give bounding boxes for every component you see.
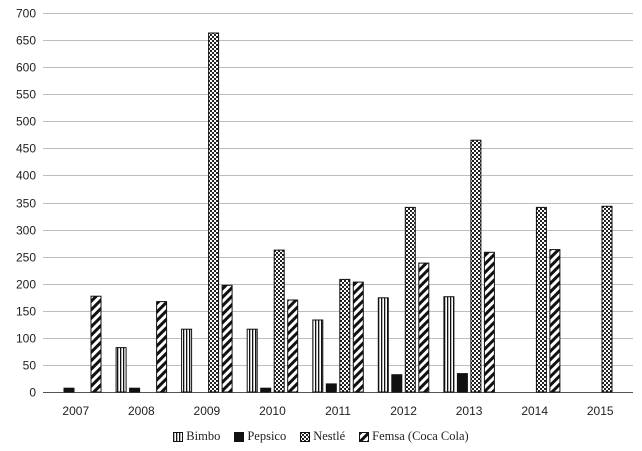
bar-pepsico-2008: [129, 387, 141, 393]
y-axis: 0 50 100 150 200 250 300 350 400 450 500 550 600 650 7…: [16, 7, 36, 400]
x-tick-label: 2009: [194, 404, 221, 418]
bar-nestl-2014: [535, 206, 547, 393]
legend-swatch-vertical-lines: [173, 431, 184, 442]
x-tick-label: 2015: [587, 404, 614, 418]
x-tick-label: 2012: [390, 404, 417, 418]
y-tick-label: 50: [23, 359, 37, 373]
legend-label: Bimbo: [186, 429, 221, 443]
x-tick-label: 2008: [128, 404, 155, 418]
bars: [63, 32, 613, 393]
legend-label: Pepsico: [247, 429, 287, 443]
y-tick-label: 250: [16, 251, 36, 265]
legend: Bimbo Pepsico Nestlé Femsa (Coca Cola): [0, 429, 642, 444]
legend-swatch-solid: [234, 431, 245, 442]
bar-pepsico-2013: [456, 373, 468, 393]
y-tick-label: 550: [16, 88, 36, 102]
bar-bimbo-2008: [115, 347, 127, 393]
x-tick-label: 2007: [62, 404, 89, 418]
bar-bimbo-2009: [181, 328, 193, 393]
bar-femsa-coca-cola-2013: [483, 251, 495, 393]
y-tick-label: 450: [16, 142, 36, 156]
bar-bimbo-2010: [246, 328, 258, 393]
x-tick-label: 2013: [456, 404, 483, 418]
legend-swatch-diagonal-stripes: [359, 431, 370, 442]
legend-item-nestle: Nestlé: [300, 429, 345, 444]
legend-item-bimbo: Bimbo: [173, 429, 220, 444]
bar-femsa-coca-cola-2008: [156, 301, 168, 393]
y-tick-label: 700: [16, 7, 36, 21]
y-tick-label: 400: [16, 169, 36, 183]
bar-nestl-2015: [601, 205, 613, 393]
legend-label: Nestlé: [313, 429, 346, 443]
bar-pepsico-2011: [325, 383, 337, 393]
x-tick-label: 2011: [325, 404, 351, 418]
bar-pepsico-2012: [391, 374, 403, 393]
y-tick-label: 150: [16, 305, 36, 319]
legend-item-femsa: Femsa (Coca Cola): [359, 429, 469, 444]
bar-bimbo-2011: [312, 319, 324, 393]
x-axis: 2007 2008 2009 2010 2011 2012 2013 2014 2015: [62, 404, 613, 418]
x-tick-label: 2014: [521, 404, 548, 418]
bar-bimbo-2013: [443, 296, 455, 393]
bar-pepsico-2010: [260, 387, 272, 393]
y-tick-label: 300: [16, 224, 36, 238]
y-tick-label: 600: [16, 61, 36, 75]
legend-label: Femsa (Coca Cola): [372, 429, 469, 443]
y-tick-label: 0: [29, 386, 36, 400]
x-tick-label: 2010: [259, 404, 286, 418]
y-tick-label: 100: [16, 332, 36, 346]
legend-swatch-checker: [300, 431, 311, 442]
legend-item-pepsico: Pepsico: [234, 429, 286, 444]
y-tick-label: 200: [16, 278, 36, 292]
bar-pepsico-2007: [63, 387, 75, 393]
y-tick-label: 500: [16, 115, 36, 129]
bar-femsa-coca-cola-2009: [221, 284, 233, 393]
bar-bimbo-2012: [377, 297, 389, 393]
bar-nestl-2011: [339, 278, 351, 393]
y-tick-label: 650: [16, 34, 36, 48]
bar-femsa-coca-cola-2007: [90, 295, 102, 393]
y-tick-label: 350: [16, 197, 36, 211]
bar-nestl-2009: [208, 32, 220, 393]
bar-femsa-coca-cola-2014: [549, 249, 561, 393]
bar-nestl-2013: [470, 139, 482, 393]
bar-femsa-coca-cola-2011: [352, 281, 364, 393]
bar-nestl-2012: [404, 206, 416, 393]
gridlines: [43, 13, 633, 393]
bar-femsa-coca-cola-2012: [418, 262, 430, 393]
bar-nestl-2010: [273, 249, 285, 393]
bar-femsa-coca-cola-2010: [287, 299, 299, 393]
